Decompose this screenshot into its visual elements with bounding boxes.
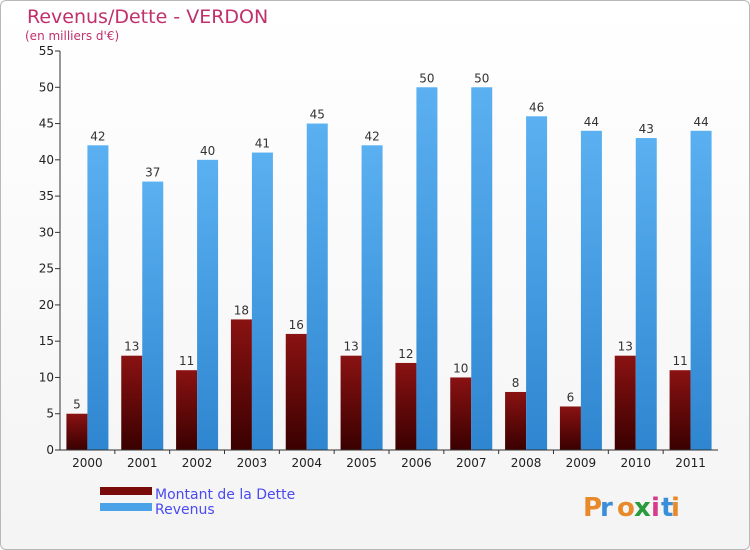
logo-letter: x [634, 493, 651, 523]
y-tick-label: 35 [39, 189, 54, 203]
y-tick-label: 20 [39, 298, 54, 312]
y-tick-label: 5 [46, 407, 54, 421]
legend: Montant de la Dette Revenus [100, 487, 295, 518]
data-label-revenus: 41 [255, 137, 270, 151]
x-tick-label: 2011 [675, 456, 706, 470]
bar-revenus [197, 159, 219, 450]
data-label-dette: 6 [567, 390, 575, 404]
x-tick-label: 2001 [127, 456, 158, 470]
bar-dette [559, 406, 581, 450]
data-label-revenus: 45 [310, 108, 325, 122]
bar-dette [450, 377, 472, 450]
y-tick-label: 0 [46, 443, 54, 457]
bar-dette [669, 370, 691, 450]
logo-letter: i [671, 493, 680, 523]
bar-revenus [361, 145, 383, 451]
data-label-revenus: 46 [529, 100, 544, 114]
bar-revenus [635, 138, 657, 450]
bar-dette [505, 391, 527, 450]
x-tick-label: 2004 [291, 456, 322, 470]
bars-group: 5 42 13 37 11 40 18 41 16 45 13 42 12 50 10 50 8 46 6 44 13 4… [66, 71, 712, 451]
legend-swatch-revenus [100, 503, 152, 511]
logo-letter: P [583, 493, 602, 523]
bar-revenus [526, 116, 548, 451]
chart-title: Revenus/Dette - VERDON [27, 6, 268, 28]
legend-swatch-dette [100, 487, 152, 495]
legend-label-dette: Montant de la Dette [155, 487, 295, 503]
data-label-dette: 18 [234, 303, 249, 317]
data-label-revenus: 37 [145, 166, 160, 180]
x-axis: 2000 2001 2002 2003 2004 2005 2006 2007 2008 2009… [60, 449, 718, 470]
bar-dette [285, 333, 307, 450]
data-label-dette: 13 [618, 340, 633, 354]
data-label-dette: 10 [453, 361, 468, 375]
x-tick-label: 2006 [401, 456, 432, 470]
bar-revenus [251, 152, 273, 450]
data-label-dette: 13 [343, 340, 358, 354]
y-tick-label: 25 [39, 262, 54, 276]
bar-dette [230, 319, 252, 450]
data-label-revenus: 50 [419, 71, 434, 85]
data-label-dette: 13 [124, 340, 139, 354]
y-tick-label: 50 [39, 80, 54, 94]
proxiti-logo: Pr o x i ti [583, 493, 680, 523]
bar-revenus [306, 123, 328, 450]
bar-revenus [471, 87, 493, 450]
y-axis: 0 5 10 15 20 25 30 35 40 45 50 55 [39, 44, 61, 457]
bar-dette [66, 413, 88, 450]
data-label-revenus: 44 [693, 115, 708, 129]
x-tick-label: 2010 [620, 456, 651, 470]
y-tick-label: 55 [39, 44, 54, 58]
x-tick-label: 2009 [566, 456, 597, 470]
y-tick-label: 40 [39, 153, 54, 167]
bar-revenus [142, 181, 164, 450]
bar-dette [121, 355, 143, 450]
logo-letter: o [617, 493, 635, 523]
bar-revenus [87, 145, 109, 451]
chart-subtitle: (en milliers d'€) [25, 29, 119, 43]
bar-revenus [416, 87, 438, 450]
data-label-dette: 11 [672, 354, 687, 368]
y-tick-label: 10 [39, 370, 54, 384]
data-label-dette: 8 [512, 376, 520, 390]
x-tick-label: 2008 [511, 456, 542, 470]
x-tick-label: 2005 [346, 456, 377, 470]
bar-dette [395, 362, 417, 450]
x-tick-label: 2002 [182, 456, 213, 470]
logo-letter: i [651, 493, 660, 523]
data-label-dette: 12 [398, 347, 413, 361]
x-tick-label: 2000 [72, 456, 103, 470]
bar-dette [176, 370, 198, 450]
y-tick-label: 45 [39, 117, 54, 131]
data-label-dette: 11 [179, 354, 194, 368]
data-label-revenus: 42 [364, 129, 379, 143]
data-label-dette: 16 [289, 318, 304, 332]
data-label-revenus: 43 [639, 122, 654, 136]
bar-revenus [690, 130, 712, 451]
logo-letter: r [600, 493, 613, 523]
data-label-revenus: 40 [200, 144, 215, 158]
logo-letter: t [661, 493, 673, 523]
bar-revenus [580, 130, 602, 451]
data-label-dette: 5 [73, 398, 81, 412]
data-label-revenus: 42 [90, 129, 105, 143]
bar-dette [614, 355, 636, 450]
legend-label-revenus: Revenus [155, 502, 215, 518]
bar-dette [340, 355, 362, 450]
data-label-revenus: 50 [474, 71, 489, 85]
x-tick-label: 2007 [456, 456, 487, 470]
y-tick-label: 30 [39, 225, 54, 239]
y-tick-label: 15 [39, 334, 54, 348]
x-tick-label: 2003 [237, 456, 268, 470]
data-label-revenus: 44 [584, 115, 599, 129]
